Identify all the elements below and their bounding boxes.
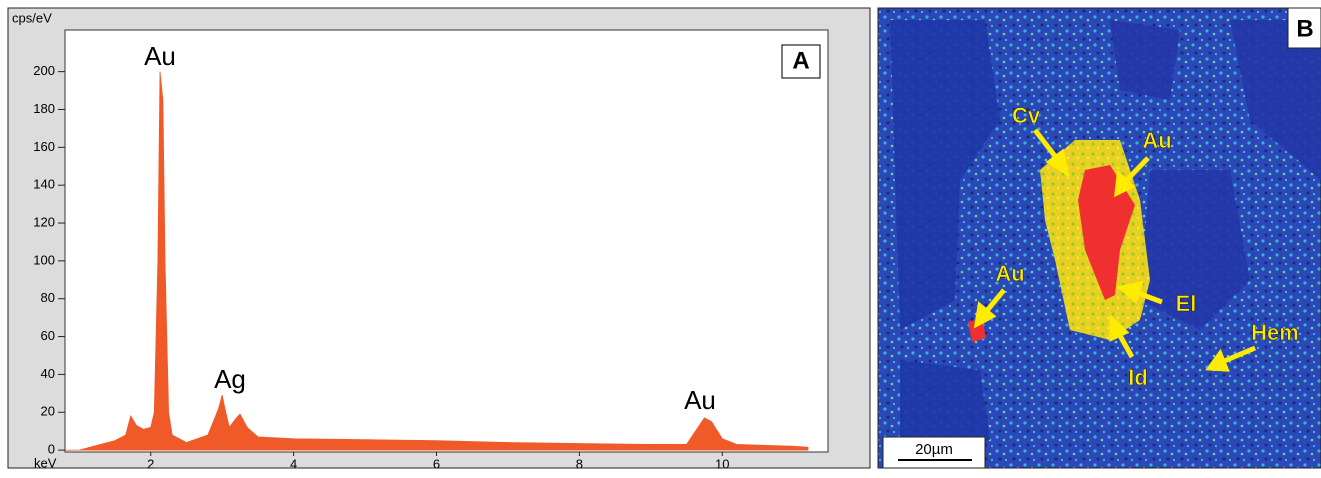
x-tick-label: 6 [433,456,440,471]
mineral-label: El [1176,291,1197,316]
mineral-label: Cv [1012,103,1041,128]
y-tick-label: 60 [41,328,55,343]
panel-label: A [792,47,809,74]
y-tick-label: 0 [48,442,55,457]
x-tick-label: 8 [576,456,583,471]
y-tick-label: 100 [33,252,55,267]
mineral-label: Au [1142,128,1171,153]
y-tick-label: 160 [33,139,55,154]
mineral-label: Au [995,261,1024,286]
mineral-label: Id [1128,365,1148,390]
y-tick-label: 40 [41,366,55,381]
x-tick-label: 10 [715,456,729,471]
y-axis-label: cps/eV [12,10,52,25]
y-tick-label: 120 [33,214,55,229]
x-axis-label: keV [34,455,57,470]
x-tick-label: 2 [147,456,154,471]
figure: A cps/eV keV B 20µm Cv Au Au El Hem Id 0… [0,0,1321,473]
y-tick-label: 140 [33,177,55,192]
x-tick-label: 4 [290,456,297,471]
peak-label: Ag [214,364,246,394]
scale-bar-label: 20µm [915,441,953,458]
peak-label: Au [684,385,716,415]
page: A cps/eV keV B 20µm Cv Au Au El Hem Id 0… [0,0,1321,473]
y-tick-label: 180 [33,101,55,116]
y-tick-label: 80 [41,290,55,305]
y-tick-label: 200 [33,63,55,78]
panel-label: B [1296,15,1313,42]
mineral-label: Hem [1251,320,1299,345]
micrograph: B 20µm Cv Au Au El Hem Id [878,8,1321,468]
y-tick-label: 20 [41,404,55,419]
peak-label: Au [144,41,176,71]
